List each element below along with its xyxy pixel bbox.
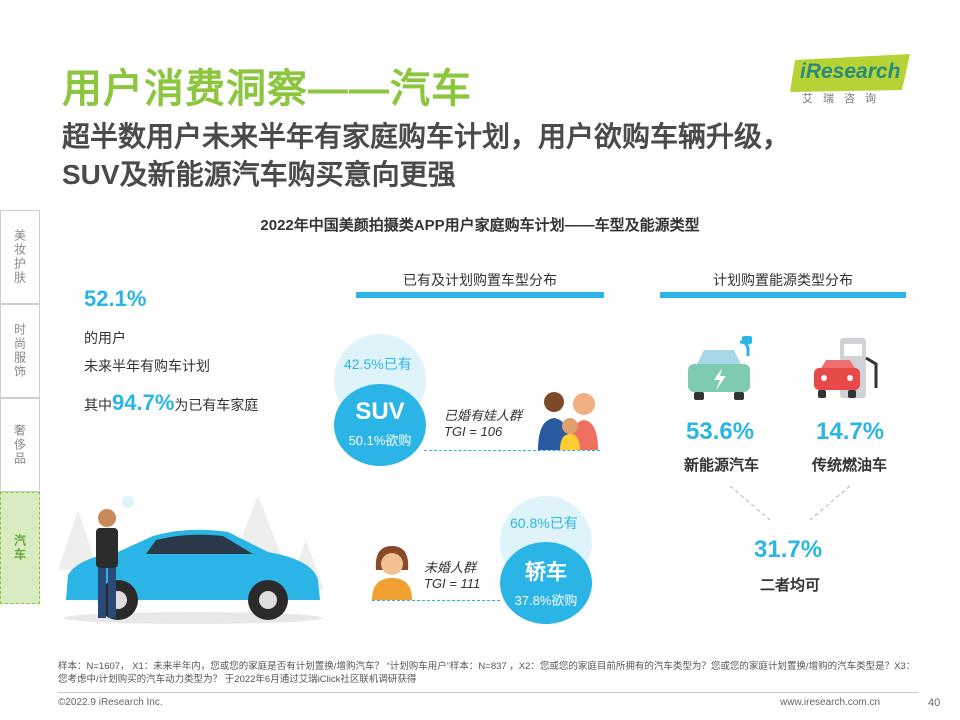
- sedan-group: 未婚人群 TGI = 111: [424, 560, 480, 592]
- sedan-group-label: 未婚人群: [424, 560, 477, 575]
- side-tab-label: 汽车: [12, 534, 27, 562]
- footer-divider: [58, 692, 918, 693]
- side-tab-label: 时尚服饰: [12, 323, 27, 379]
- both-connector-lines: [729, 485, 851, 521]
- plan-line-1: 的用户: [84, 330, 126, 346]
- suv-want-label: 50.1%欲购: [348, 433, 412, 448]
- plan-line-3-suffix: 为已有车家庭: [174, 397, 259, 413]
- family-icon: [538, 392, 598, 450]
- energy-section-bar: [660, 292, 906, 298]
- vehicle-section-title: 已有及计划购置车型分布: [403, 272, 557, 288]
- plan-line-3: 其中94.7%为已有车家庭: [84, 390, 258, 416]
- sedan-own-label: 60.8%已有: [510, 515, 578, 531]
- side-tab-label: 奢侈品: [12, 424, 27, 466]
- side-tab-beauty[interactable]: 美妆护肤: [0, 210, 40, 304]
- page-number: 40: [928, 697, 941, 709]
- copyright: ©2022.9 iResearch Inc.: [58, 697, 163, 708]
- subtitle-line-1: 超半数用户未来半年有家庭购车计划，用户欲购车辆升级，: [62, 121, 791, 152]
- fuel-car-icon: [814, 338, 878, 398]
- plan-line-3-prefix: 其中: [84, 397, 112, 413]
- ev-pct: 53.6%: [686, 418, 755, 445]
- suv-tgi: TGI = 106: [444, 424, 503, 439]
- vehicle-section-bar: [356, 292, 604, 298]
- subtitle-line-2: SUV及新能源汽车购买意向更强: [62, 159, 456, 190]
- sedan-tgi: TGI = 111: [424, 576, 481, 591]
- side-tab-label: 美妆护肤: [12, 229, 27, 285]
- ev-label: 新能源汽车: [684, 457, 760, 474]
- suv-connector: [424, 450, 600, 451]
- suv-name: SUV: [355, 398, 405, 425]
- both-pct: 31.7%: [754, 536, 823, 563]
- logo-brand-cn: 艾瑞咨询: [802, 93, 886, 105]
- page-title: 用户消费洞察——汽车: [62, 67, 472, 111]
- sedan-connector: [372, 600, 500, 601]
- logo-brand: iResearch: [800, 60, 901, 83]
- side-tab-auto[interactable]: 汽车: [0, 492, 40, 604]
- side-tab-luxury[interactable]: 奢侈品: [0, 398, 40, 492]
- owner-pct: 94.7%: [112, 390, 175, 415]
- sedan-name: 轿车: [525, 561, 567, 584]
- ev-car-icon: [688, 336, 752, 400]
- sedan-want-bubble: 轿车 37.8%欲购: [500, 542, 592, 624]
- chart-title: 2022年中国美颜拍摄类APP用户家庭购车计划——车型及能源类型: [260, 217, 700, 234]
- plan-pct: 52.1%: [84, 286, 147, 311]
- plan-line-2: 未来半年有购车计划: [84, 358, 210, 374]
- suv-group-label: 已婚有娃人群: [444, 408, 523, 423]
- suv-own-label: 42.5%已有: [344, 356, 412, 372]
- car-person-illustration: [58, 495, 324, 624]
- website-link[interactable]: www.iresearch.com.cn: [780, 697, 881, 708]
- suv-group: 已婚有娃人群 TGI = 106: [444, 408, 522, 440]
- suv-want-bubble: SUV 50.1%欲购: [334, 384, 426, 466]
- page-subtitle: 超半数用户未来半年有家庭购车计划，用户欲购车辆升级， SUV及新能源汽车购买意向…: [62, 118, 790, 194]
- fuel-pct: 14.7%: [816, 418, 885, 445]
- energy-section-title: 计划购置能源类型分布: [713, 272, 853, 288]
- sedan-want-label: 37.8%欲购: [514, 593, 578, 608]
- side-tab-fashion[interactable]: 时尚服饰: [0, 304, 40, 398]
- iresearch-logo: [790, 54, 910, 92]
- both-label: 二者均可: [760, 577, 821, 594]
- single-person-icon: [372, 546, 412, 600]
- fuel-label: 传统燃油车: [812, 457, 888, 474]
- footnote: 样本：N=1607， X1：未来半年内，您或您的家庭是否有计划置换/增购汽车？ …: [58, 661, 916, 685]
